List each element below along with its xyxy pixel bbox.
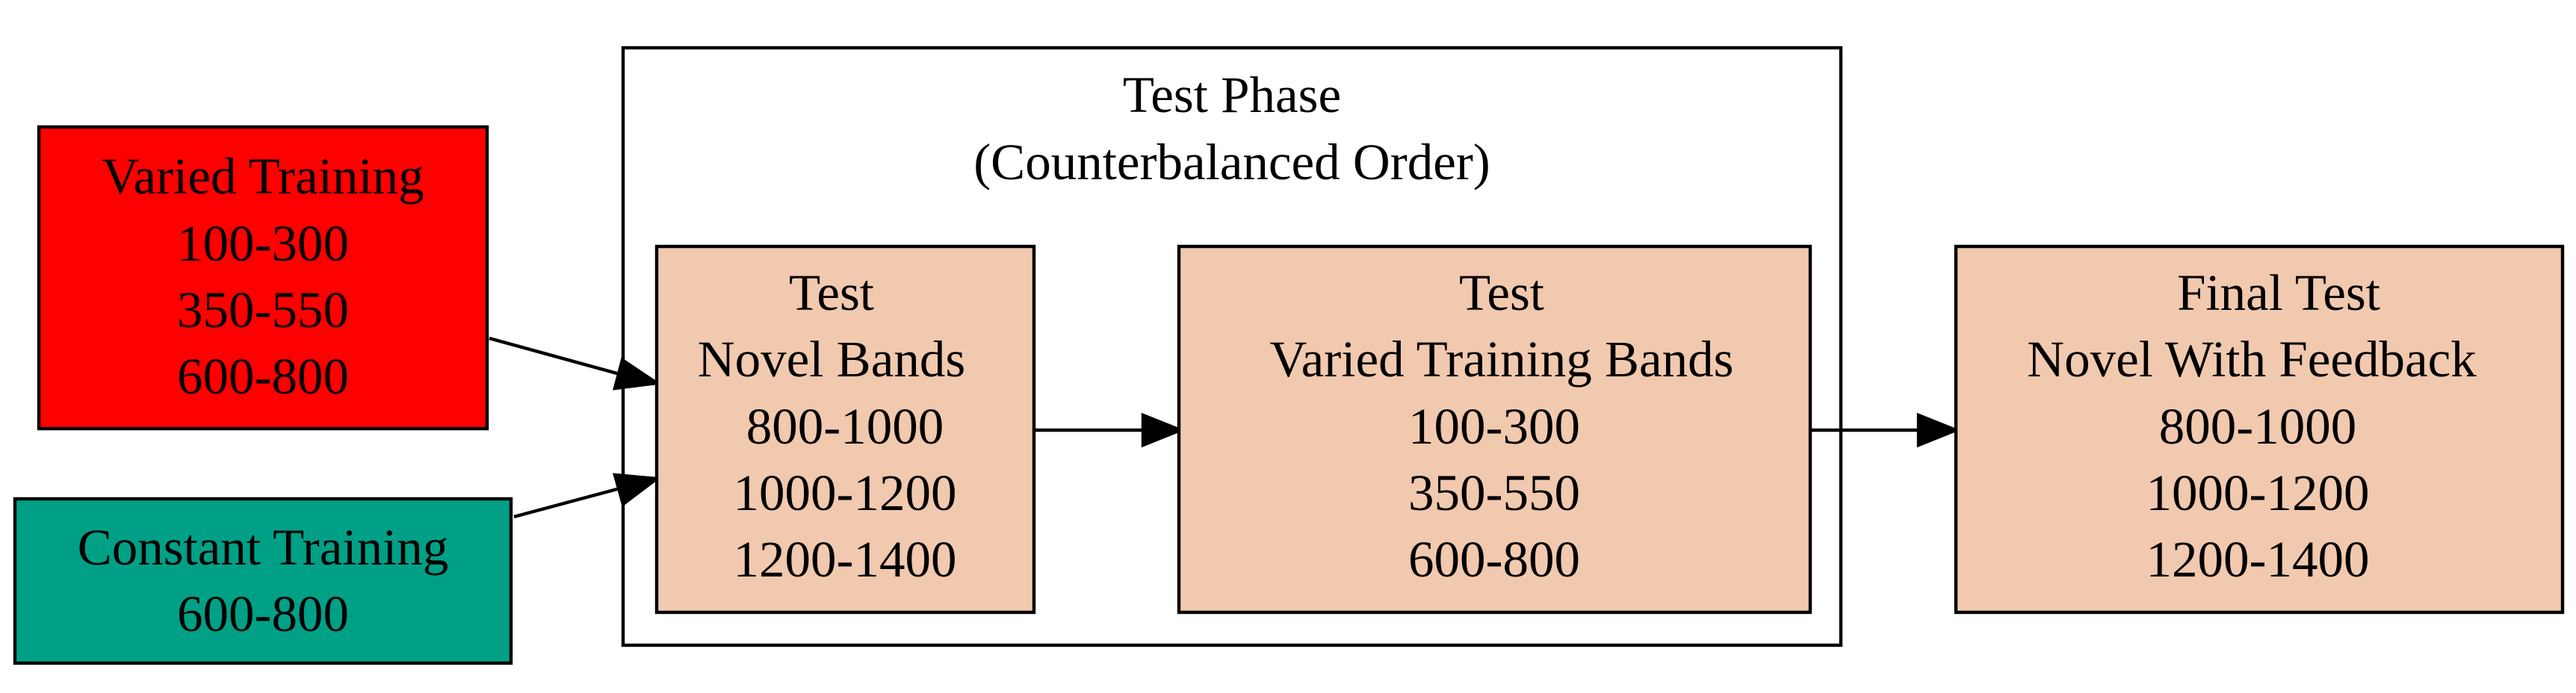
constant-training-label: Constant Training bbox=[78, 519, 449, 576]
test-novel-bands-box bbox=[654, 244, 1036, 615]
test-varied-training-bands-range: 100-300 bbox=[1408, 398, 1580, 455]
test-novel-bands-subtitle: Novel Bands bbox=[698, 331, 965, 388]
varied-training-range: 350-550 bbox=[177, 282, 349, 338]
edge-varied-to-novel bbox=[489, 336, 618, 376]
test-novel-bands-range: 1200-1400 bbox=[734, 531, 957, 588]
final-test-box bbox=[1954, 244, 2565, 615]
test-novel-bands-range: 1000-1200 bbox=[734, 464, 957, 521]
varied-training-range: 100-300 bbox=[177, 215, 349, 272]
test-varied-training-bands-range: 600-800 bbox=[1408, 531, 1580, 588]
test-varied-training-bands-box bbox=[1177, 244, 1812, 615]
edges bbox=[489, 336, 1960, 519]
final-test-range: 1000-1200 bbox=[2146, 464, 2370, 521]
arrowhead-varied-to-novel bbox=[613, 357, 662, 391]
final-test-title: Final Test bbox=[2177, 264, 2380, 321]
test-phase-cluster-border bbox=[621, 46, 1843, 647]
constant-training-box bbox=[13, 497, 513, 665]
node-test-varied-training-bands: Test Varied Training Bands 100-300 350-5… bbox=[1177, 244, 1812, 615]
test-novel-bands-title: Test bbox=[789, 264, 874, 321]
test-novel-bands-range: 800-1000 bbox=[746, 398, 944, 455]
final-test-subtitle: Novel With Feedback bbox=[2027, 331, 2477, 388]
node-final-test: Final Test Novel With Feedback 800-1000 … bbox=[1954, 244, 2565, 615]
varied-training-box bbox=[37, 125, 489, 431]
varied-training-label: Varied Training bbox=[102, 148, 424, 205]
arrowhead-constant-to-novel bbox=[613, 473, 661, 507]
final-test-range: 800-1000 bbox=[2159, 398, 2356, 455]
varied-training-range: 600-800 bbox=[177, 348, 349, 405]
node-varied-training: Varied Training 100-300 350-550 600-800 bbox=[37, 125, 489, 431]
test-phase-title: Test Phase bbox=[1123, 66, 1341, 123]
arrowhead-varied-bands-to-final bbox=[1916, 412, 1960, 448]
edge-constant-to-novel bbox=[513, 487, 618, 519]
node-constant-training: Constant Training 600-800 bbox=[13, 497, 513, 665]
node-test-novel-bands: Test Novel Bands 800-1000 1000-1200 1200… bbox=[654, 244, 1036, 615]
test-varied-training-bands-range: 350-550 bbox=[1408, 464, 1580, 521]
test-varied-training-bands-title: Test bbox=[1459, 264, 1544, 321]
arrowhead-novel-to-varied-bands bbox=[1141, 412, 1185, 448]
constant-training-range: 600-800 bbox=[177, 585, 349, 642]
test-phase-cluster: Test Phase (Counterbalanced Order) bbox=[621, 46, 1843, 647]
final-test-range: 1200-1400 bbox=[2146, 531, 2370, 588]
test-varied-training-bands-subtitle: Varied Training Bands bbox=[1270, 331, 1734, 388]
test-phase-subtitle: (Counterbalanced Order) bbox=[973, 134, 1490, 190]
